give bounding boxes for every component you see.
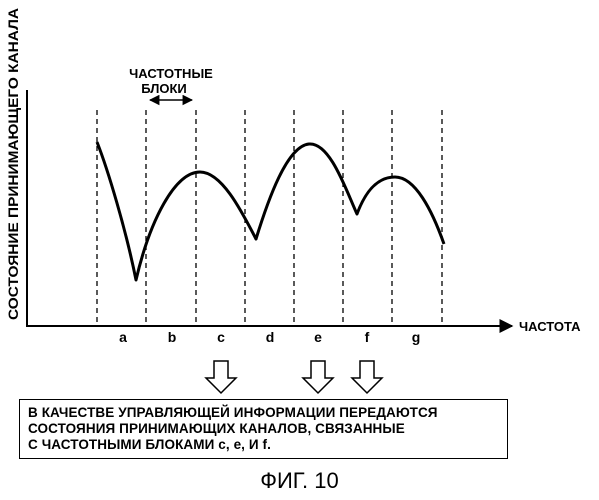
block-labels: a b c d e f g xyxy=(119,329,420,345)
block-label-g: g xyxy=(412,329,421,345)
channel-state-curve xyxy=(95,141,446,282)
block-boundaries xyxy=(96,110,443,325)
block-label-d: d xyxy=(266,329,275,345)
block-label-a: a xyxy=(119,329,127,345)
y-axis-label: СОСТОЯНИЕ ПРИНИМАЮЩЕГО КАНАЛА xyxy=(6,8,21,320)
block-label-f: f xyxy=(365,329,370,345)
info-line-2: СОСТОЯНИЯ ПРИНИМАЮЩИХ КАНАЛОВ, СВЯЗАННЫЕ xyxy=(28,421,405,436)
figure-caption: ФИГ. 10 xyxy=(260,468,339,493)
block-label-b: b xyxy=(168,329,177,345)
blocks-label-line1: ЧАСТОТНЫЕ xyxy=(129,66,213,81)
control-info-box: В КАЧЕСТВЕ УПРАВЛЯЮЩЕЙ ИНФОРМАЦИИ ПЕРЕДА… xyxy=(19,399,508,459)
x-axis-label: ЧАСТОТА xyxy=(519,319,581,334)
block-label-e: e xyxy=(314,329,322,345)
selection-arrows xyxy=(204,360,384,395)
down-arrow-icon xyxy=(204,360,238,395)
block-label-c: c xyxy=(217,329,225,345)
info-line-3: С ЧАСТОТНЫМИ БЛОКАМИ c, e, И f. xyxy=(28,437,271,452)
info-line-1: В КАЧЕСТВЕ УПРАВЛЯЮЩЕЙ ИНФОРМАЦИИ ПЕРЕДА… xyxy=(28,405,438,420)
down-arrow-icon xyxy=(301,360,335,395)
blocks-label-line2: БЛОКИ xyxy=(141,81,187,96)
down-arrow-icon xyxy=(350,360,384,395)
